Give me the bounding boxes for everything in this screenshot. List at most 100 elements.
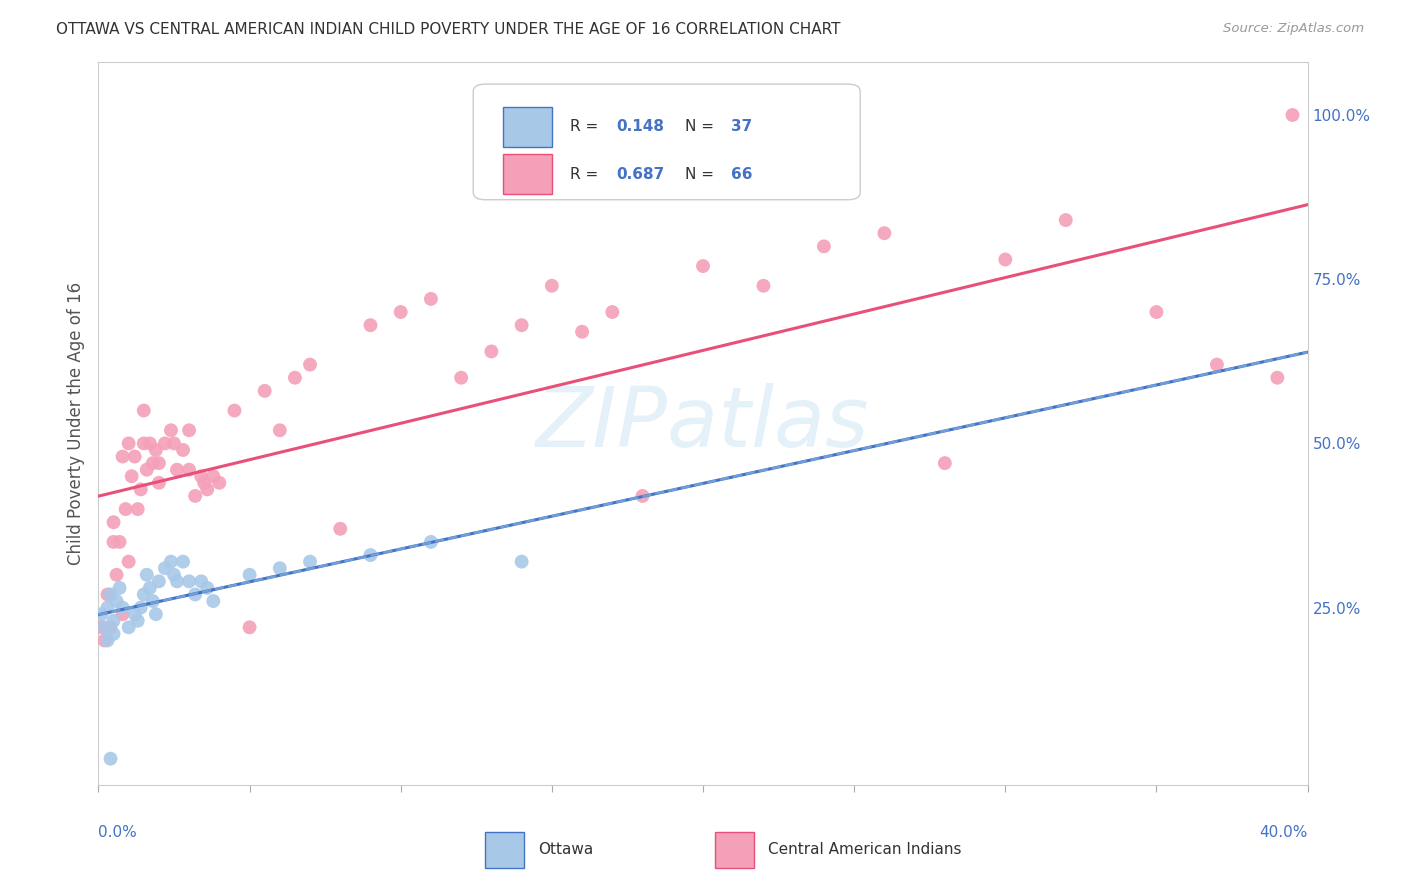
Point: [166, 574, 188, 589]
Point: [208, 475, 231, 490]
Point: [202, 469, 225, 483]
Point: [329, 522, 352, 536]
Point: [540, 278, 562, 293]
Point: [139, 436, 162, 450]
Point: [145, 442, 167, 457]
Point: [129, 483, 152, 497]
Point: [179, 574, 201, 589]
Point: [108, 535, 131, 549]
Point: [160, 555, 183, 569]
Point: [135, 463, 157, 477]
Point: [571, 325, 593, 339]
Point: [132, 403, 155, 417]
Point: [129, 600, 152, 615]
Point: [118, 620, 141, 634]
Point: [284, 370, 307, 384]
Point: [195, 483, 218, 497]
Point: [269, 423, 291, 437]
Text: 66: 66: [731, 167, 752, 182]
Point: [299, 358, 322, 372]
Point: [360, 548, 382, 562]
Text: 0.0%: 0.0%: [98, 825, 138, 839]
Point: [108, 581, 131, 595]
Point: [239, 567, 262, 582]
Point: [1267, 370, 1289, 384]
Point: [153, 561, 176, 575]
Point: [163, 436, 186, 450]
Point: [111, 450, 134, 464]
Text: R =: R =: [569, 167, 603, 182]
Point: [163, 567, 186, 582]
Point: [127, 502, 149, 516]
Point: [172, 442, 194, 457]
Point: [111, 607, 134, 622]
Point: [100, 620, 122, 634]
Point: [1206, 358, 1229, 372]
Point: [195, 581, 218, 595]
Point: [510, 555, 533, 569]
Point: [153, 436, 176, 450]
Point: [190, 574, 212, 589]
Point: [93, 620, 115, 634]
Point: [360, 318, 382, 333]
Point: [813, 239, 835, 253]
Text: 0.148: 0.148: [616, 120, 664, 134]
Bar: [503, 107, 551, 146]
Point: [692, 259, 714, 273]
Point: [193, 475, 215, 490]
Point: [179, 463, 201, 477]
Text: Central American Indians: Central American Indians: [768, 842, 962, 857]
Point: [139, 581, 162, 595]
FancyBboxPatch shape: [474, 84, 860, 200]
Point: [873, 226, 896, 240]
Bar: [503, 154, 551, 194]
Point: [132, 436, 155, 450]
Point: [103, 515, 125, 529]
Text: 40.0%: 40.0%: [1260, 825, 1308, 839]
Point: [481, 344, 503, 359]
Point: [148, 456, 170, 470]
Point: [114, 502, 136, 516]
Point: [239, 620, 262, 634]
Point: [135, 567, 157, 582]
Point: [118, 436, 141, 450]
Point: [100, 752, 122, 766]
Point: [148, 475, 170, 490]
Point: [121, 469, 143, 483]
Bar: [485, 832, 524, 868]
Text: N =: N =: [685, 167, 718, 182]
Point: [142, 594, 165, 608]
Point: [420, 535, 443, 549]
Point: [202, 594, 225, 608]
Point: [105, 567, 128, 582]
Point: [93, 633, 115, 648]
Point: [184, 587, 207, 601]
Point: [269, 561, 291, 575]
Point: [510, 318, 533, 333]
Point: [103, 535, 125, 549]
Point: [190, 469, 212, 483]
Point: [132, 587, 155, 601]
Point: [166, 463, 188, 477]
Point: [752, 278, 775, 293]
Point: [111, 600, 134, 615]
Point: [934, 456, 956, 470]
Point: [1054, 213, 1077, 227]
Point: [172, 555, 194, 569]
Point: [127, 614, 149, 628]
Point: [96, 587, 118, 601]
Text: ZIPatlas: ZIPatlas: [536, 384, 870, 464]
Point: [90, 607, 112, 622]
Point: [631, 489, 654, 503]
Point: [124, 607, 146, 622]
Point: [420, 292, 443, 306]
Point: [179, 423, 201, 437]
Point: [96, 600, 118, 615]
Text: N =: N =: [685, 120, 718, 134]
Bar: [716, 832, 754, 868]
Point: [96, 633, 118, 648]
Point: [142, 456, 165, 470]
Point: [148, 574, 170, 589]
Text: Source: ZipAtlas.com: Source: ZipAtlas.com: [1223, 22, 1364, 36]
Point: [100, 587, 122, 601]
